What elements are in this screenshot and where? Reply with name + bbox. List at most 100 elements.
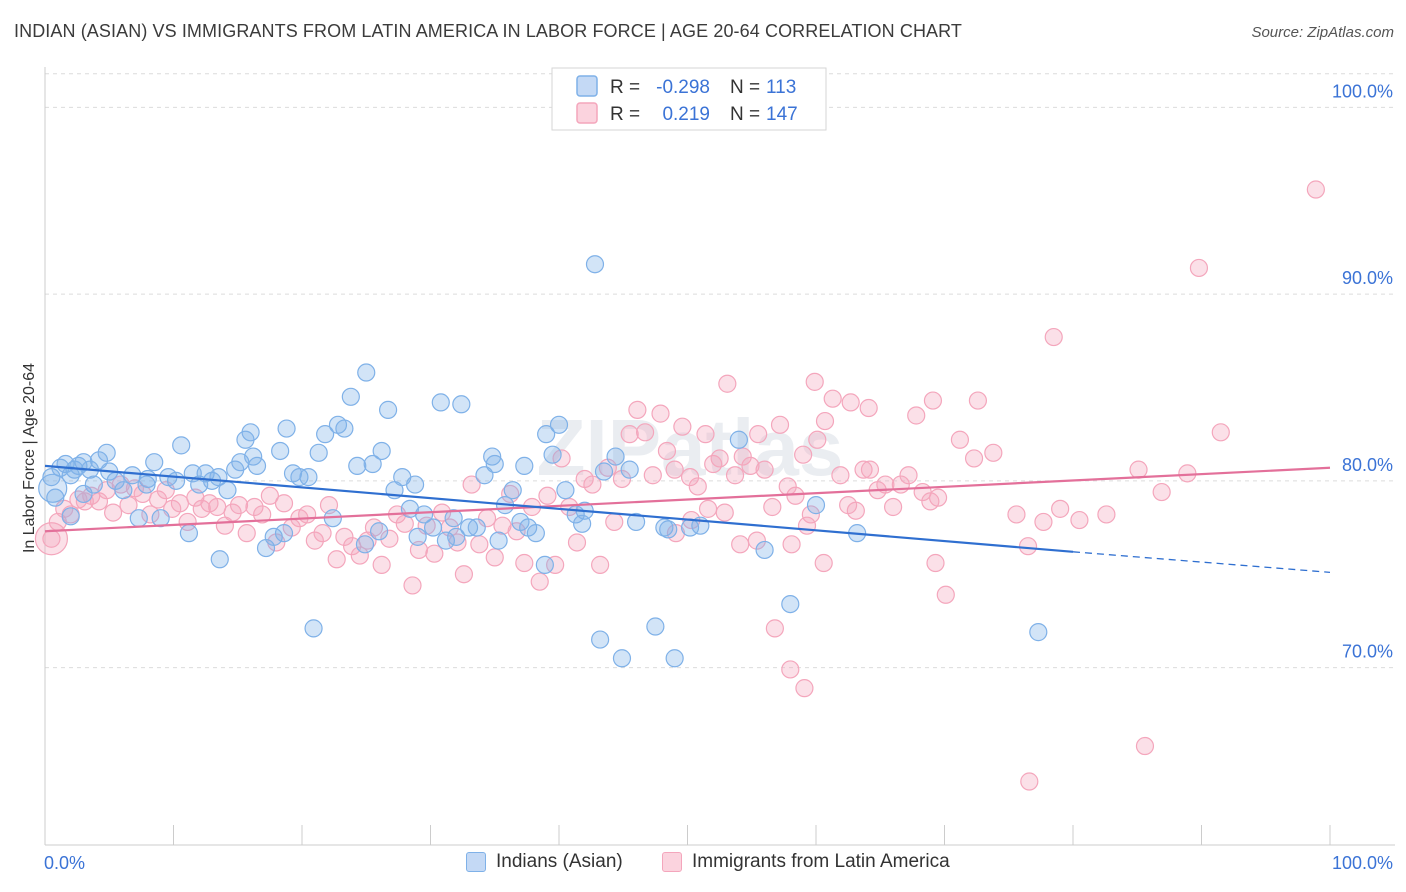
data-point-latin-america (801, 505, 820, 524)
data-point-indians (61, 507, 80, 526)
data-point-latin-america (1129, 460, 1148, 479)
data-point-indians (526, 524, 545, 543)
legend-r-label: R = (610, 77, 640, 98)
data-point-latin-america (530, 572, 549, 591)
data-point-latin-america (515, 553, 534, 573)
data-point-latin-america (327, 550, 346, 569)
data-point-indians (372, 441, 391, 461)
data-point-indians (585, 255, 605, 274)
data-point-latin-america (141, 505, 160, 524)
data-point-latin-america (1018, 537, 1038, 556)
data-point-latin-america (923, 391, 943, 410)
data-point-latin-america (936, 585, 955, 604)
data-point-latin-america (34, 522, 69, 556)
data-point-indians (543, 445, 562, 464)
data-point-latin-america (899, 466, 918, 485)
data-point-latin-america (950, 430, 970, 449)
data-point-latin-america (657, 441, 677, 461)
data-point-latin-america (651, 404, 670, 423)
data-point-latin-america (372, 555, 391, 574)
data-point-latin-america (583, 475, 602, 494)
x-tick-label-min: 0.0% (44, 853, 85, 873)
data-point-indians (363, 454, 382, 474)
data-point-latin-america (643, 466, 662, 485)
data-point-latin-america (786, 486, 805, 505)
grid-lines (45, 73, 1395, 669)
data-point-latin-america (688, 477, 707, 496)
data-point-indians (114, 481, 133, 500)
data-point-indians (264, 527, 283, 546)
data-point-latin-america (808, 430, 827, 449)
y-tick-label: 80.0% (1342, 455, 1393, 475)
data-point-indians (74, 484, 93, 504)
y-tick-label: 100.0% (1332, 81, 1393, 101)
data-point-latin-america (673, 417, 692, 436)
data-point-latin-america (567, 533, 587, 552)
legend-swatch-blue (466, 852, 486, 872)
data-point-indians (241, 423, 260, 442)
data-point-latin-america (680, 468, 700, 487)
data-point-indians (247, 456, 267, 476)
legend-label-latin-america: Immigrants from Latin America (692, 851, 950, 872)
data-point-indians (84, 475, 103, 494)
legend-item-latin-america[interactable]: Immigrants from Latin America (662, 851, 950, 873)
data-point-indians (620, 460, 639, 479)
data-point-latin-america (448, 533, 467, 552)
data-point-latin-america (860, 460, 880, 479)
data-point-indians (405, 475, 425, 494)
y-tick-labels: 70.0% 80.0% 90.0% 100.0% (1332, 81, 1393, 661)
data-point-latin-america (605, 512, 624, 532)
data-point-latin-america (1189, 258, 1209, 278)
y-tick-label: 70.0% (1342, 642, 1393, 662)
data-point-latin-america (1034, 512, 1053, 532)
data-point-indians (806, 496, 826, 515)
data-point-latin-america (1044, 327, 1063, 347)
data-point-indians (316, 425, 335, 444)
data-point-indians (166, 471, 186, 490)
data-point-latin-america (749, 425, 768, 444)
data-point-indians (355, 535, 375, 554)
data-point-indians (489, 531, 508, 550)
data-point-indians (210, 550, 229, 569)
data-point-indians (549, 415, 569, 434)
legend-n-label: N = (730, 104, 760, 125)
data-point-latin-america (968, 391, 988, 410)
data-point-indians (444, 509, 463, 528)
data-point-latin-america (831, 466, 850, 485)
axes (44, 67, 1395, 846)
data-point-latin-america (1135, 736, 1155, 756)
data-point-latin-america (1211, 423, 1230, 442)
data-point-indians (304, 619, 323, 638)
data-point-latin-america (552, 449, 571, 468)
data-point-indians (172, 436, 191, 455)
legend-item-indians[interactable]: Indians (Asian) (466, 851, 623, 873)
data-point-latin-america (1007, 505, 1026, 524)
data-point-latin-america (560, 497, 579, 517)
data-point-indians (341, 387, 360, 406)
x-tick-label-max: 100.0% (1332, 853, 1393, 873)
data-point-latin-america (350, 546, 369, 565)
data-point-indians (591, 630, 610, 649)
data-point-indians (423, 518, 443, 537)
data-point-indians (145, 453, 164, 472)
data-point-indians (467, 518, 486, 537)
data-point-latin-america (1097, 505, 1116, 524)
data-point-indians (370, 522, 389, 541)
data-point-latin-america (770, 415, 790, 434)
data-point-latin-america (470, 535, 489, 554)
data-point-indians (179, 524, 199, 543)
data-point-latin-america (718, 374, 737, 393)
data-point-indians (123, 466, 142, 485)
data-point-indians (137, 475, 156, 494)
data-point-latin-america (454, 565, 474, 584)
data-point-indians (729, 430, 749, 449)
data-point-latin-america (104, 503, 123, 522)
data-point-latin-america (507, 522, 526, 541)
data-point-indians (378, 400, 398, 419)
data-point-indians (436, 531, 456, 550)
data-point-latin-america (620, 425, 639, 444)
data-point-latin-america (462, 475, 481, 494)
data-point-latin-america (612, 469, 632, 489)
legend-label-indians: Indians (Asian) (496, 851, 623, 872)
data-point-indians (129, 509, 148, 528)
